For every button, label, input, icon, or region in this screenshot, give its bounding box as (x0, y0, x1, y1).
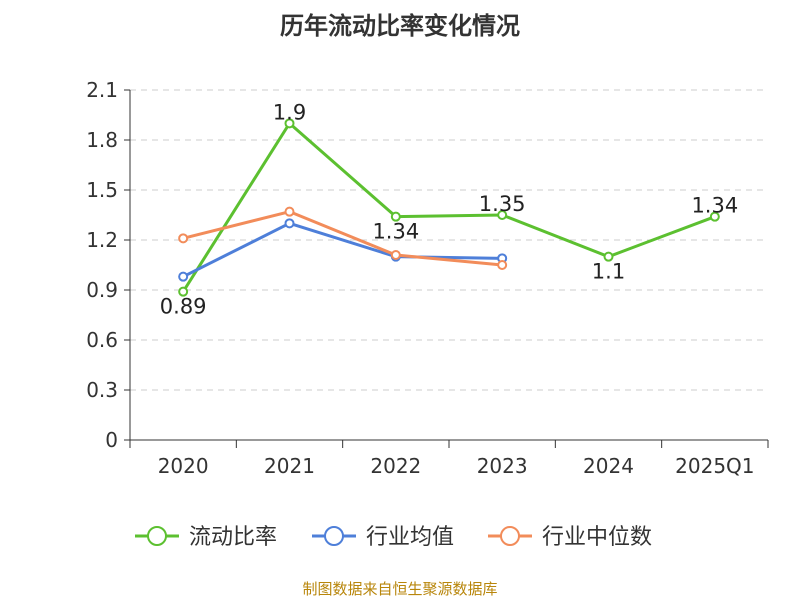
series-line (182, 221, 503, 279)
y-tick-label: 2.1 (86, 78, 118, 102)
data-point (178, 286, 189, 297)
data-label: 1.9 (273, 100, 306, 124)
data-labels: 0.89 1.9 1.34 1.35 1.1 1.34 (160, 100, 738, 318)
x-tick-label: 2025Q1 (675, 454, 754, 478)
data-point (284, 118, 295, 129)
axes: 0 0.3 0.6 0.9 1.2 1.5 1.8 2.1 2020 2021 2022 2023 20… (86, 78, 769, 478)
data-point (709, 211, 720, 222)
data-label: 1.34 (372, 220, 419, 244)
y-tick-label: 1.5 (86, 178, 118, 202)
y-tick-label: 0.9 (86, 278, 118, 302)
data-point (497, 210, 508, 220)
data-label: 1.34 (691, 194, 738, 218)
data-label: 0.89 (160, 295, 207, 319)
legend-item[interactable]: 行业中位数 (488, 525, 652, 550)
data-point (178, 271, 189, 282)
y-tick-label: 0 (105, 428, 118, 452)
y-tick-label: 1.8 (86, 128, 118, 152)
legend-item[interactable]: 行业均值 (312, 525, 454, 550)
data-label: 1.35 (479, 192, 526, 216)
y-tick-label: 0.3 (86, 378, 118, 402)
data-point (603, 251, 614, 262)
y-tick-label: 1.2 (86, 228, 118, 252)
data-point (497, 260, 508, 270)
legend-marker (324, 526, 344, 546)
chart-title: 历年流动比率变化情况 (280, 12, 520, 40)
data-point (390, 211, 401, 222)
data-label: 1.1 (592, 260, 625, 284)
legend-label: 流动比率 (189, 525, 277, 550)
legend-item[interactable]: 流动比率 (135, 525, 277, 550)
series-line (181, 121, 716, 293)
data-point (284, 218, 295, 229)
y-tick-label: 0.6 (86, 328, 118, 352)
legend-label: 行业均值 (366, 525, 454, 550)
x-tick-label: 2021 (264, 454, 315, 478)
series-lines (178, 118, 720, 297)
legend-marker (500, 526, 520, 546)
legend-marker (147, 526, 167, 546)
data-point (178, 233, 189, 244)
x-tick-label: 2022 (370, 454, 421, 478)
source-note: 制图数据来自恒生聚源数据库 (302, 580, 498, 598)
x-tick-label: 2023 (477, 454, 528, 478)
data-point (284, 206, 295, 217)
legend-label: 行业中位数 (542, 525, 652, 550)
x-tick-label: 2024 (583, 454, 634, 478)
data-point (390, 250, 401, 260)
legend[interactable]: 流动比率 行业均值 行业中位数 (135, 525, 652, 550)
x-tick-label: 2020 (158, 454, 209, 478)
series-line (182, 210, 503, 267)
grid-lines (130, 89, 768, 391)
